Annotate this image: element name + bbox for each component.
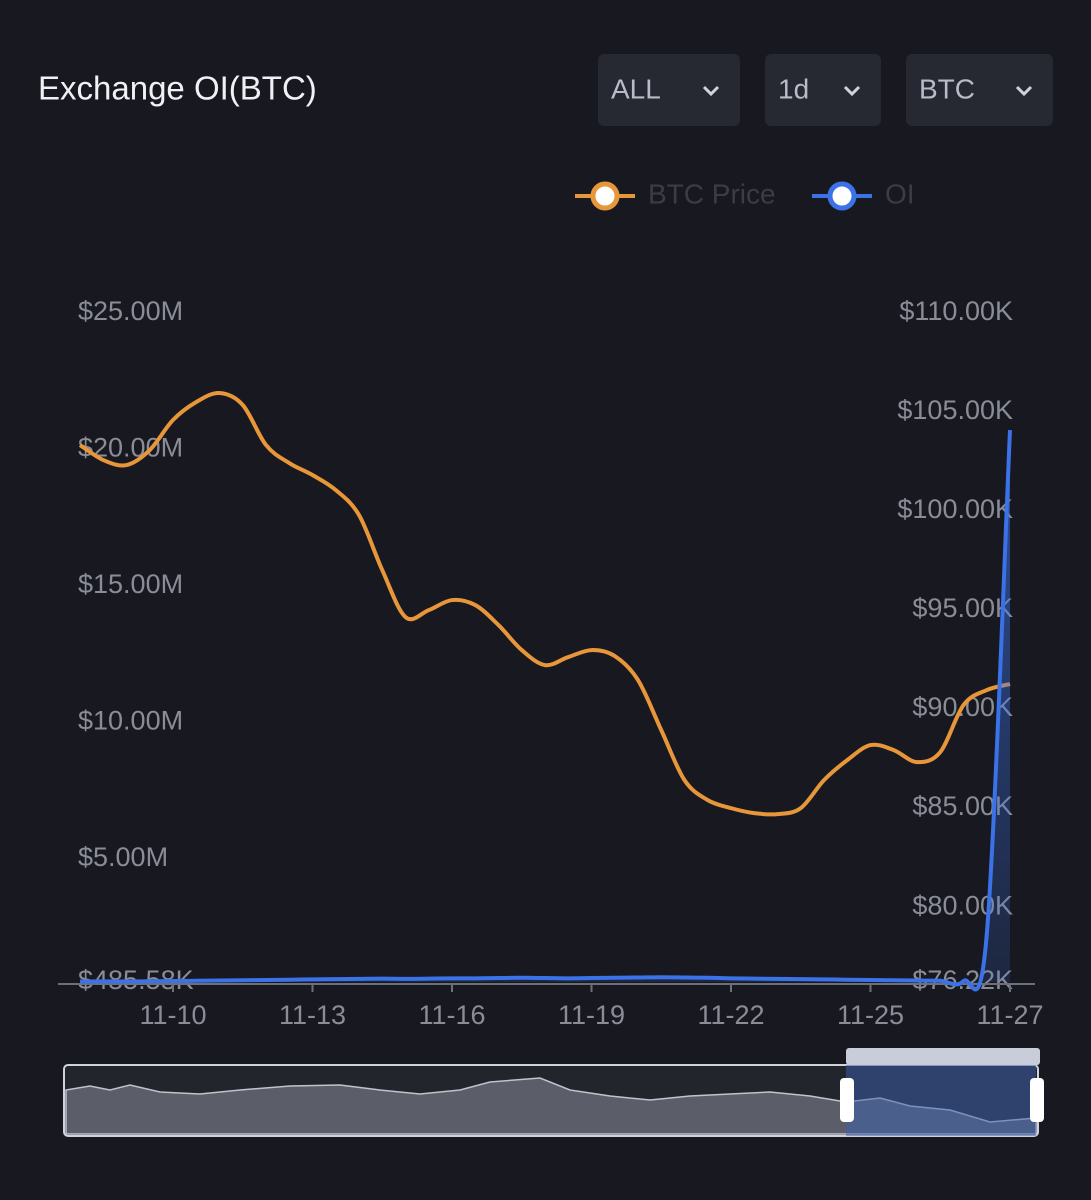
x-tick-label: 11-25 xyxy=(837,1000,904,1030)
zoom-handle[interactable] xyxy=(1030,1078,1044,1122)
dropdown[interactable]: BTC xyxy=(906,54,1053,126)
x-tick-label: 11-16 xyxy=(418,1000,485,1030)
x-tick-label: 11-22 xyxy=(697,1000,764,1030)
data-zoom[interactable] xyxy=(63,1048,1044,1137)
dropdown-box[interactable] xyxy=(765,54,881,126)
x-tick-label: 11-19 xyxy=(558,1000,625,1030)
dropdown[interactable]: 1d xyxy=(765,54,881,126)
legend-marker xyxy=(590,181,620,211)
dropdown-label[interactable]: BTC xyxy=(919,73,975,104)
chevron xyxy=(843,85,861,97)
dropdown-box[interactable] xyxy=(906,54,1053,126)
y2-tick-label: $110.00K xyxy=(899,296,1013,326)
x-tick-label: 11-10 xyxy=(139,1000,206,1030)
y2-tick-label: $95.00K xyxy=(912,593,1013,623)
x-tick-label: 11-27 xyxy=(976,1000,1043,1030)
dropdown-label[interactable]: 1d xyxy=(778,73,809,104)
y-tick-label: $25.00M xyxy=(78,296,183,326)
zoom-bar[interactable] xyxy=(846,1048,1040,1065)
legend-label: OI xyxy=(885,178,915,209)
y-tick-label: $20.00M xyxy=(78,433,183,463)
dropdown[interactable]: ALL xyxy=(598,54,740,126)
chevron xyxy=(1015,85,1033,97)
legend-marker xyxy=(827,181,857,211)
y2-tick-label: $100.00K xyxy=(897,494,1013,524)
y-tick-label: $10.00M xyxy=(78,705,183,735)
chevron xyxy=(702,85,720,97)
y-tick-label: $5.00M xyxy=(78,842,168,872)
dropdown-box[interactable] xyxy=(598,54,740,126)
y2-tick-label: $105.00K xyxy=(897,395,1013,425)
y-tick-label: $15.00M xyxy=(78,569,183,599)
line xyxy=(78,391,1011,817)
chart-title: Exchange OI(BTC) xyxy=(38,70,317,107)
legend-label: BTC Price xyxy=(648,178,776,209)
zoom-handle[interactable] xyxy=(840,1078,854,1122)
line xyxy=(79,429,1012,992)
zoom-selection[interactable] xyxy=(846,1065,1036,1136)
dropdown-label[interactable]: ALL xyxy=(611,73,661,104)
x-tick-label: 11-13 xyxy=(279,1000,346,1030)
